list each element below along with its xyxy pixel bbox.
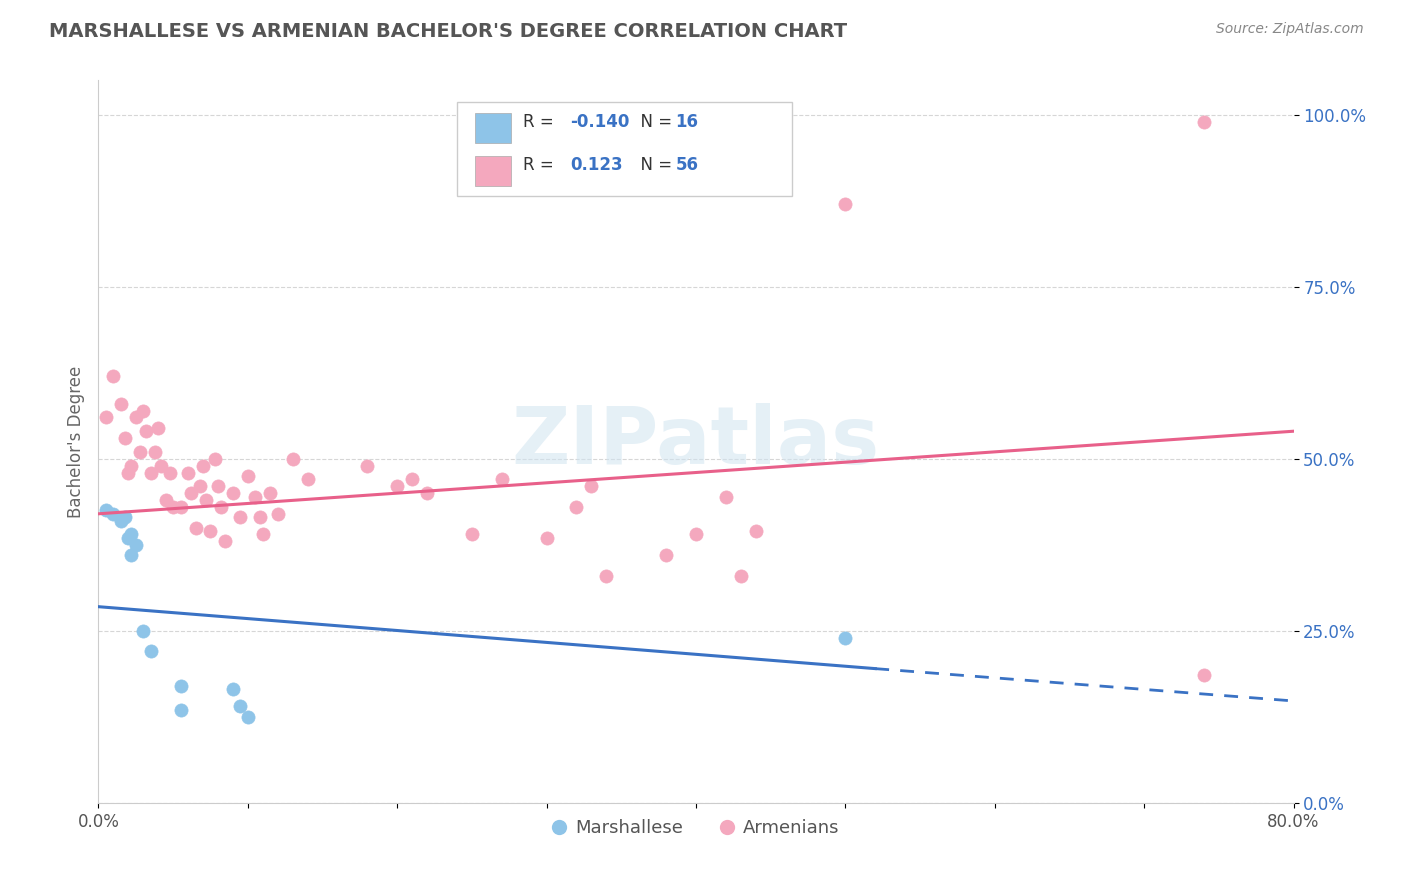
Text: MARSHALLESE VS ARMENIAN BACHELOR'S DEGREE CORRELATION CHART: MARSHALLESE VS ARMENIAN BACHELOR'S DEGRE… — [49, 22, 848, 41]
Point — [281, 451, 304, 466]
Point — [143, 445, 166, 459]
Point — [581, 479, 603, 493]
Point — [94, 410, 117, 425]
Point — [94, 503, 117, 517]
Point — [135, 424, 157, 438]
Point — [191, 458, 214, 473]
Point — [114, 431, 136, 445]
Point — [148, 421, 170, 435]
Point — [461, 527, 484, 541]
Point — [103, 369, 125, 384]
Point — [249, 510, 271, 524]
Point — [195, 493, 218, 508]
Point — [117, 466, 139, 480]
Text: ZIPatlas: ZIPatlas — [512, 402, 880, 481]
FancyBboxPatch shape — [475, 112, 510, 143]
Point — [491, 472, 513, 486]
Point — [834, 631, 856, 645]
Point — [1192, 668, 1215, 682]
Point — [129, 445, 152, 459]
Point — [125, 538, 148, 552]
Point — [207, 479, 229, 493]
Point — [188, 479, 211, 493]
Point — [114, 510, 136, 524]
Point — [204, 451, 226, 466]
Point — [110, 397, 132, 411]
Point — [120, 458, 142, 473]
Point — [110, 514, 132, 528]
Point — [252, 527, 274, 541]
Point — [209, 500, 232, 514]
FancyBboxPatch shape — [475, 156, 510, 186]
Point — [132, 403, 155, 417]
Point — [536, 531, 558, 545]
Legend: Marshallese, Armenians: Marshallese, Armenians — [546, 812, 846, 845]
Text: -0.140: -0.140 — [571, 113, 630, 131]
Point — [180, 486, 202, 500]
Text: N =: N = — [630, 113, 678, 131]
Point — [150, 458, 173, 473]
Point — [385, 479, 409, 493]
Point — [169, 500, 191, 514]
Text: Source: ZipAtlas.com: Source: ZipAtlas.com — [1216, 22, 1364, 37]
FancyBboxPatch shape — [457, 102, 792, 196]
Point — [132, 624, 155, 638]
Point — [169, 703, 191, 717]
Point — [416, 486, 439, 500]
Point — [685, 527, 707, 541]
Point — [169, 679, 191, 693]
Point — [259, 486, 281, 500]
Text: 0.123: 0.123 — [571, 156, 623, 174]
Point — [184, 520, 207, 534]
Point — [229, 510, 252, 524]
Point — [245, 490, 267, 504]
Point — [229, 699, 252, 714]
Point — [730, 568, 752, 582]
Y-axis label: Bachelor's Degree: Bachelor's Degree — [66, 366, 84, 517]
Point — [834, 197, 856, 211]
Point — [159, 466, 181, 480]
Point — [155, 493, 177, 508]
Point — [214, 534, 236, 549]
Text: N =: N = — [630, 156, 678, 174]
Text: 56: 56 — [676, 156, 699, 174]
Text: R =: R = — [523, 113, 558, 131]
Point — [139, 466, 162, 480]
Point — [125, 410, 148, 425]
Text: 16: 16 — [676, 113, 699, 131]
Point — [103, 507, 125, 521]
Point — [120, 548, 142, 562]
Point — [177, 466, 200, 480]
Point — [356, 458, 378, 473]
Point — [139, 644, 162, 658]
Point — [162, 500, 184, 514]
Point — [655, 548, 678, 562]
Point — [236, 710, 259, 724]
Point — [401, 472, 423, 486]
Point — [222, 682, 245, 697]
Point — [714, 490, 737, 504]
Point — [120, 527, 142, 541]
Point — [745, 524, 768, 538]
Point — [117, 531, 139, 545]
Point — [222, 486, 245, 500]
Point — [565, 500, 588, 514]
Point — [236, 469, 259, 483]
Point — [200, 524, 222, 538]
Text: R =: R = — [523, 156, 558, 174]
Point — [1192, 114, 1215, 128]
Point — [595, 568, 617, 582]
Point — [297, 472, 319, 486]
Point — [267, 507, 290, 521]
